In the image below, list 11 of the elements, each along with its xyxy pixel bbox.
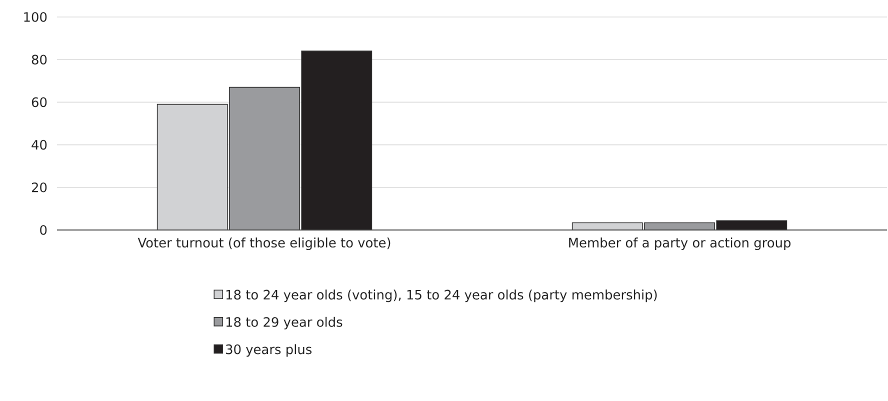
x-tick-label: Voter turnout (of those eligible to vote) (138, 238, 390, 250)
y-tick-label: 20 (32, 182, 47, 192)
x-tick-label: Member of a party or action group (569, 238, 791, 250)
legend-label: 18 to 24 year olds (voting), 15 to 24 year olds (party membership) (226, 290, 657, 302)
y-tick-label: 0 (40, 225, 47, 235)
y-tick-label: 100 (24, 12, 47, 22)
y-tick-label: 40 (32, 140, 47, 150)
legend-label: 18 to 29 year olds (226, 316, 342, 330)
legend-label: 30 years plus (226, 344, 312, 357)
y-tick-label: 60 (32, 97, 47, 108)
y-tick-label: 80 (32, 54, 47, 64)
